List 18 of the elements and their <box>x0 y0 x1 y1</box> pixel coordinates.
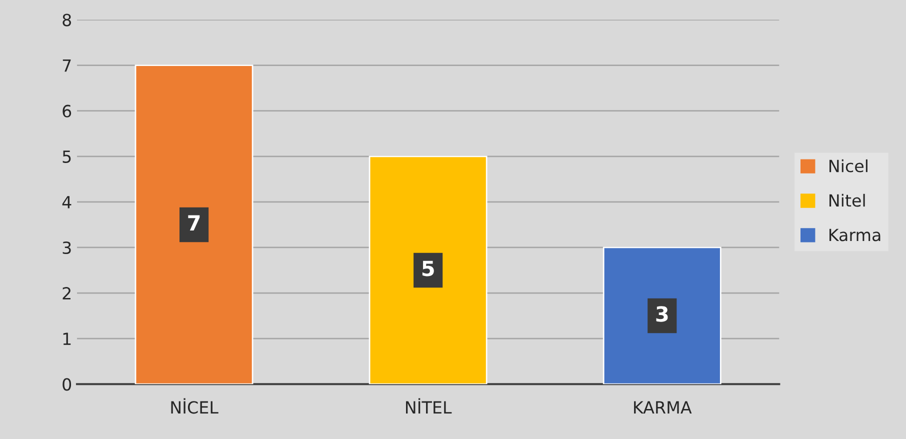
data-label: 5 <box>422 260 434 276</box>
y-tick-label: 5 <box>62 150 71 163</box>
y-tick-label: 6 <box>62 104 72 118</box>
x-tick-label: KARMA <box>634 401 692 414</box>
y-tick-label: 8 <box>62 14 72 26</box>
legend-label: Karma <box>829 228 880 242</box>
legend-label: Nitel <box>829 194 865 207</box>
legend-label: Nicel <box>829 159 868 172</box>
data-label: 3 <box>656 306 668 322</box>
y-tick-label: 2 <box>62 286 70 300</box>
y-tick-label: 7 <box>62 59 71 72</box>
y-tick-label: 0 <box>62 378 72 391</box>
x-tick-label: NİTEL <box>406 398 452 414</box>
y-tick-label: 3 <box>62 241 71 254</box>
data-label: 7 <box>188 215 200 230</box>
x-tick-label: NİCEL <box>171 398 218 414</box>
y-tick-label: 1 <box>63 332 71 345</box>
y-tick-label: 4 <box>62 196 72 208</box>
